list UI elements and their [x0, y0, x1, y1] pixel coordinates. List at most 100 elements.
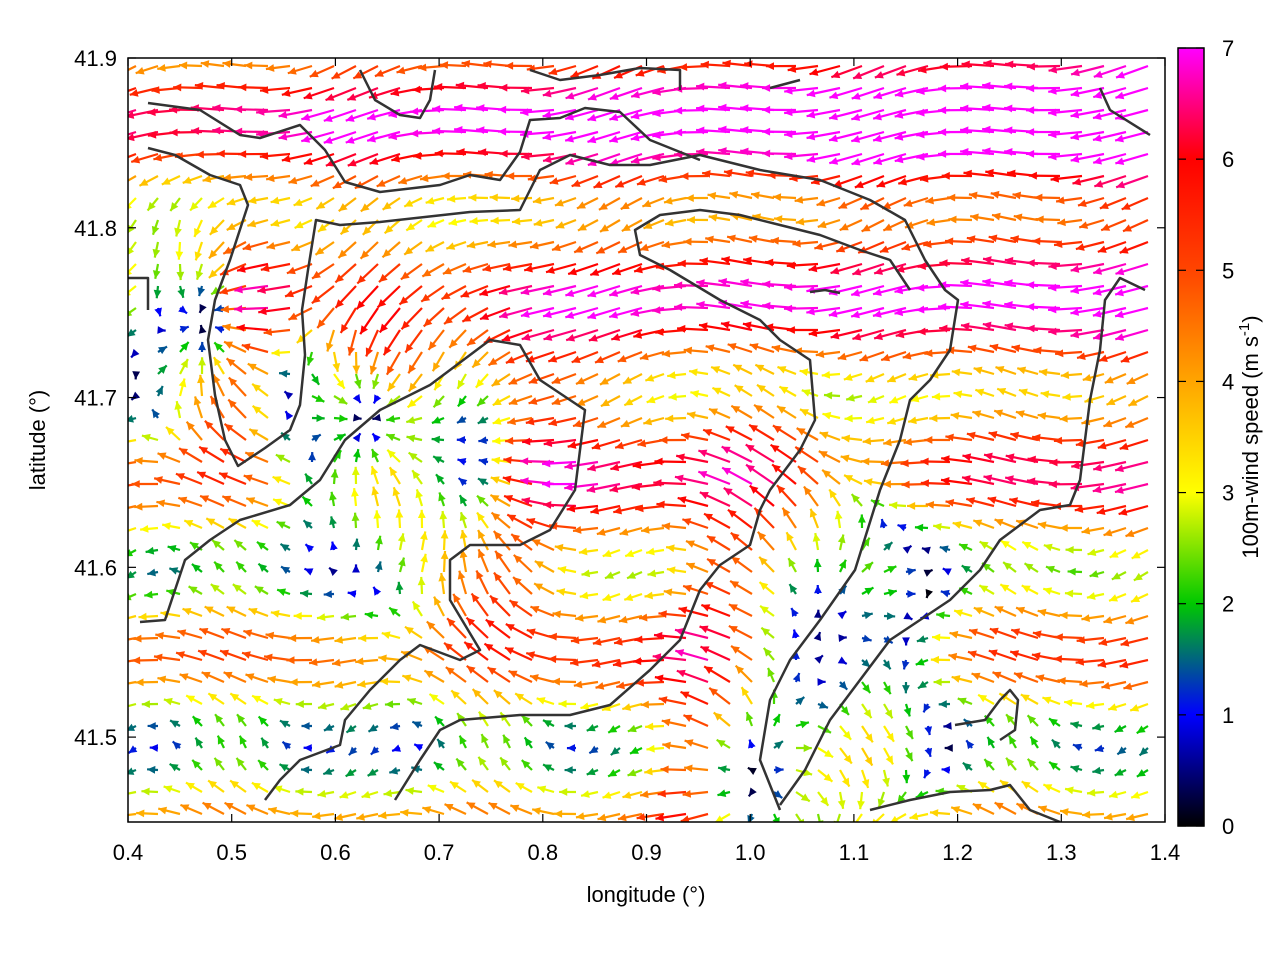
wind-arrow-head [433, 398, 442, 408]
wind-arrow-head [1026, 259, 1035, 267]
wind-arrow-head [554, 809, 563, 818]
wind-arrow-head [551, 397, 561, 406]
wind-arrow-head [1012, 191, 1022, 200]
wind-arrow-head [653, 631, 663, 640]
wind-arrow-head [334, 813, 344, 821]
wind-arrow-head [616, 681, 625, 690]
wind-arrow-head [764, 258, 774, 267]
wind-arrow-head [704, 666, 714, 674]
wind-arrow-head [988, 431, 998, 439]
wind-arrow-head [190, 127, 200, 135]
wind-arrow-head [877, 798, 886, 808]
wind-arrow-head [644, 767, 653, 776]
wind-arrow-head [809, 508, 818, 518]
wind-arrow-head [759, 582, 769, 591]
wind-arrow-head [340, 703, 350, 711]
wind-arrow-head [281, 154, 291, 163]
wind-arrow-head [919, 174, 929, 183]
wind-arrow-head [816, 198, 826, 207]
wind-arrow-head [234, 540, 244, 549]
wind-arrow-head [247, 363, 257, 371]
wind-arrow-head [924, 769, 932, 779]
wind-arrow-head [536, 697, 546, 705]
wind-arrow-head [494, 780, 503, 789]
wind-arrow-head [195, 737, 204, 747]
wind-arrow-head [521, 760, 531, 769]
wind-arrow-head [109, 484, 118, 492]
wind-arrow-head [662, 741, 671, 750]
wind-arrow-head [700, 60, 710, 69]
wind-arrow-head [194, 82, 204, 90]
wind-arrow-head [315, 246, 325, 255]
wind-arrow-head [520, 457, 529, 466]
wind-arrow-head [945, 498, 955, 507]
wind-arrow-head [199, 446, 209, 455]
wind-arrow-head [1101, 681, 1111, 690]
wind-arrow-head [186, 695, 196, 703]
wind-arrow-shaft [128, 504, 137, 509]
wind-arrow-head [1093, 91, 1103, 99]
wind-arrow-head [634, 265, 643, 274]
wind-arrow-head [207, 200, 217, 209]
wind-arrow-head [1000, 540, 1010, 549]
wind-arrow-head [666, 544, 675, 553]
wind-arrow-head [794, 195, 804, 204]
wind-arrow-head [400, 271, 410, 280]
wind-arrow-head [639, 352, 649, 361]
wind-arrow-shaft [128, 702, 137, 708]
wind-arrow-head [453, 593, 461, 603]
wind-arrow-head [840, 454, 850, 463]
wind-arrow-head [784, 304, 793, 313]
wind-arrow-head [228, 399, 237, 409]
wind-arrow-head [746, 464, 755, 473]
wind-arrow-head [961, 256, 970, 265]
wind-arrow-head [508, 240, 518, 249]
wind-arrow-head [743, 256, 752, 265]
wind-arrow-head [355, 657, 364, 666]
wind-arrow-head [154, 476, 163, 484]
wind-arrow-head [157, 452, 167, 460]
wind-arrow-head [558, 699, 567, 708]
wind-arrow-head [259, 86, 269, 94]
wind-arrow-head [916, 152, 925, 161]
wind-arrow-head [417, 576, 426, 586]
wind-arrow-head [180, 359, 188, 369]
wind-arrow-head [722, 59, 731, 68]
wind-arrow-head [609, 289, 619, 297]
wind-arrow-head [546, 266, 555, 274]
wind-arrow-head [767, 667, 775, 677]
wind-arrow-head [578, 547, 588, 556]
wind-arrow-head [841, 777, 850, 787]
wind-arrow-head [894, 111, 904, 119]
wind-arrow-head [282, 741, 292, 750]
wind-arrow-head [224, 341, 234, 349]
wind-arrow-head [792, 672, 801, 682]
wind-arrow-head [1119, 442, 1129, 451]
wind-arrow-head [608, 725, 618, 733]
wind-arrow-head [683, 346, 693, 355]
wind-arrow-head [575, 613, 584, 622]
wind-arrow-head [681, 432, 690, 441]
wind-arrow-head [814, 655, 823, 664]
wind-arrow-head [748, 739, 756, 749]
wind-arrow-head [396, 66, 406, 75]
wind-arrow-head [730, 580, 740, 589]
wind-arrow-head [948, 652, 958, 661]
wind-arrow-head [184, 520, 194, 528]
wind-arrow-head [989, 627, 999, 636]
wind-arrow-head [457, 415, 466, 423]
wind-arrow-head [456, 436, 466, 444]
wind-arrow-head [730, 532, 740, 541]
wind-arrow-head [699, 625, 709, 633]
wind-arrow-head [983, 59, 992, 68]
wind-arrow-head [879, 245, 889, 253]
wind-arrow-head [128, 767, 135, 775]
wind-arrow-head [571, 179, 581, 187]
wind-arrow-head [631, 90, 640, 99]
wind-arrow-head [749, 485, 759, 494]
wind-arrow-head [526, 517, 536, 526]
wind-arrow-head [938, 700, 947, 709]
wind-arrow-head [675, 649, 685, 657]
wind-arrow-head [258, 760, 267, 769]
wind-arrow-head [302, 496, 312, 506]
